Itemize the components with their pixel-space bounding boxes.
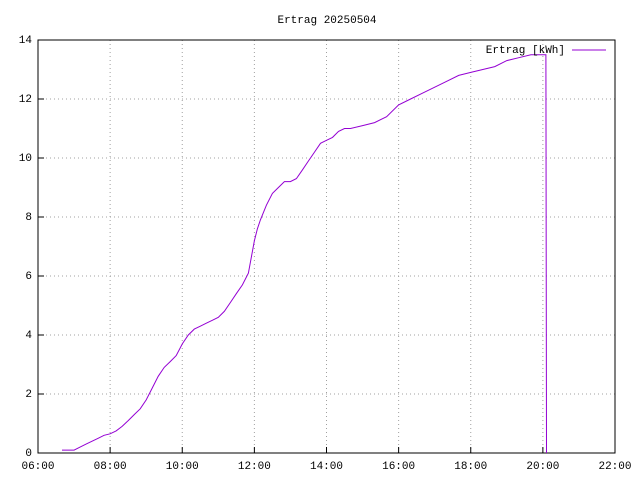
x-tick-label: 16:00 [382, 461, 415, 473]
data-line [62, 54, 547, 454]
x-tick-label: 08:00 [94, 461, 127, 473]
x-tick-label: 18:00 [454, 461, 487, 473]
chart-title: Ertrag 20250504 [277, 15, 376, 27]
y-tick-label: 12 [19, 94, 32, 106]
y-tick-label: 0 [25, 448, 32, 460]
y-tick-label: 2 [25, 389, 32, 401]
x-tick-label: 14:00 [310, 461, 343, 473]
x-tick-label: 12:00 [238, 461, 271, 473]
y-tick-label: 14 [19, 35, 33, 47]
x-tick-label: 10:00 [166, 461, 199, 473]
x-tick-label: 22:00 [598, 461, 631, 473]
x-tick-label: 06:00 [21, 461, 54, 473]
y-tick-label: 10 [19, 153, 32, 165]
legend-label: Ertrag [kWh] [486, 45, 565, 57]
plot-border [37, 39, 616, 454]
x-tick-label: 20:00 [526, 461, 559, 473]
y-tick-label: 4 [25, 330, 32, 342]
y-tick-label: 8 [25, 212, 32, 224]
y-tick-label: 6 [25, 271, 32, 283]
